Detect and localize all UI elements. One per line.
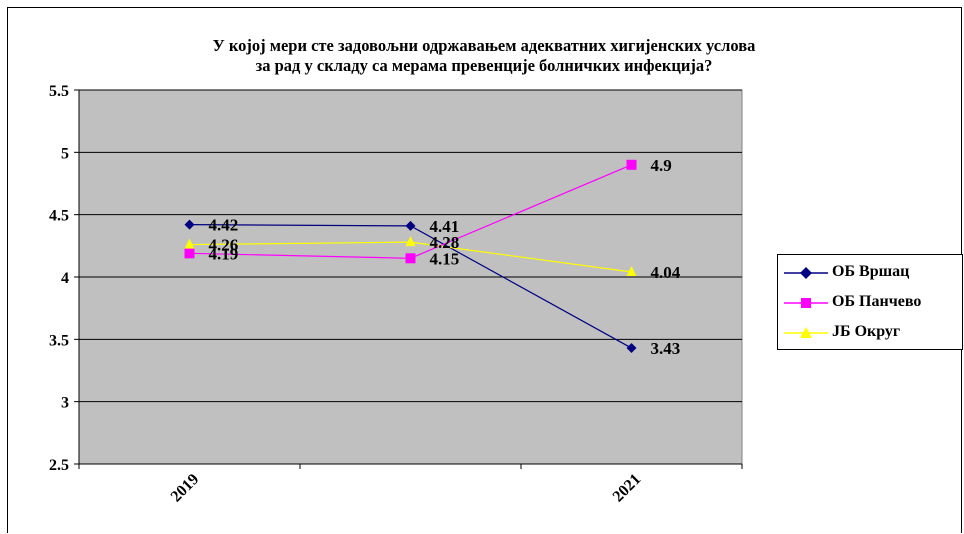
data-point: [626, 343, 637, 354]
legend: ОБ Вршац ОБ Панчево ЈБ Округ: [777, 254, 963, 350]
data-point: [626, 266, 637, 277]
legend-label: ЈБ Округ: [832, 323, 901, 340]
legend-marker-square: [784, 298, 828, 308]
legend-label: ОБ Вршац: [832, 263, 910, 280]
y-tick-label: 3.5: [49, 332, 69, 349]
data-point: [184, 248, 195, 259]
y-tick-label: 5.5: [49, 83, 69, 100]
data-label: 4.26: [209, 236, 239, 255]
chart-title-line-1: У којој мери сте задовољни одржавањем ад…: [212, 36, 756, 55]
data-label: 4.41: [430, 217, 460, 236]
x-tick-label: 2021: [610, 471, 645, 506]
legend-item-obvrsac: ОБ Вршац: [778, 259, 962, 287]
legend-marker-diamond: [784, 267, 828, 279]
chart-title-line-2: за рад у складу са мерама превенције бол…: [255, 56, 713, 75]
data-point: [184, 219, 195, 230]
y-tick-label: 4.5: [49, 208, 69, 225]
data-label: 4.04: [651, 263, 681, 282]
data-label: 4.42: [209, 216, 239, 235]
data-label: 4.9: [651, 156, 672, 175]
data-label: 4.28: [430, 233, 460, 252]
data-label: 4.19: [209, 244, 239, 263]
data-point: [184, 238, 195, 249]
y-tick-label: 5: [61, 145, 69, 162]
legend-item-obpancevo: ОБ Панчево: [778, 289, 962, 317]
chart-title: У којој мери сте задовољни одржавањем ад…: [60, 36, 908, 76]
data-point: [626, 159, 637, 170]
data-point: [405, 236, 416, 247]
legend-item-jbokrug: ЈБ Округ: [778, 319, 962, 347]
legend-marker-triangle: [784, 327, 828, 338]
y-tick-label: 4: [61, 270, 69, 287]
y-tick-label: 2.5: [49, 457, 69, 474]
data-label: 3.43: [651, 339, 681, 358]
x-tick-label: 2019: [168, 471, 203, 506]
data-point: [405, 220, 416, 231]
data-label: 4.15: [430, 249, 460, 268]
data-point: [405, 253, 416, 264]
legend-label: ОБ Панчево: [832, 293, 922, 310]
y-tick-label: 3: [61, 395, 69, 412]
